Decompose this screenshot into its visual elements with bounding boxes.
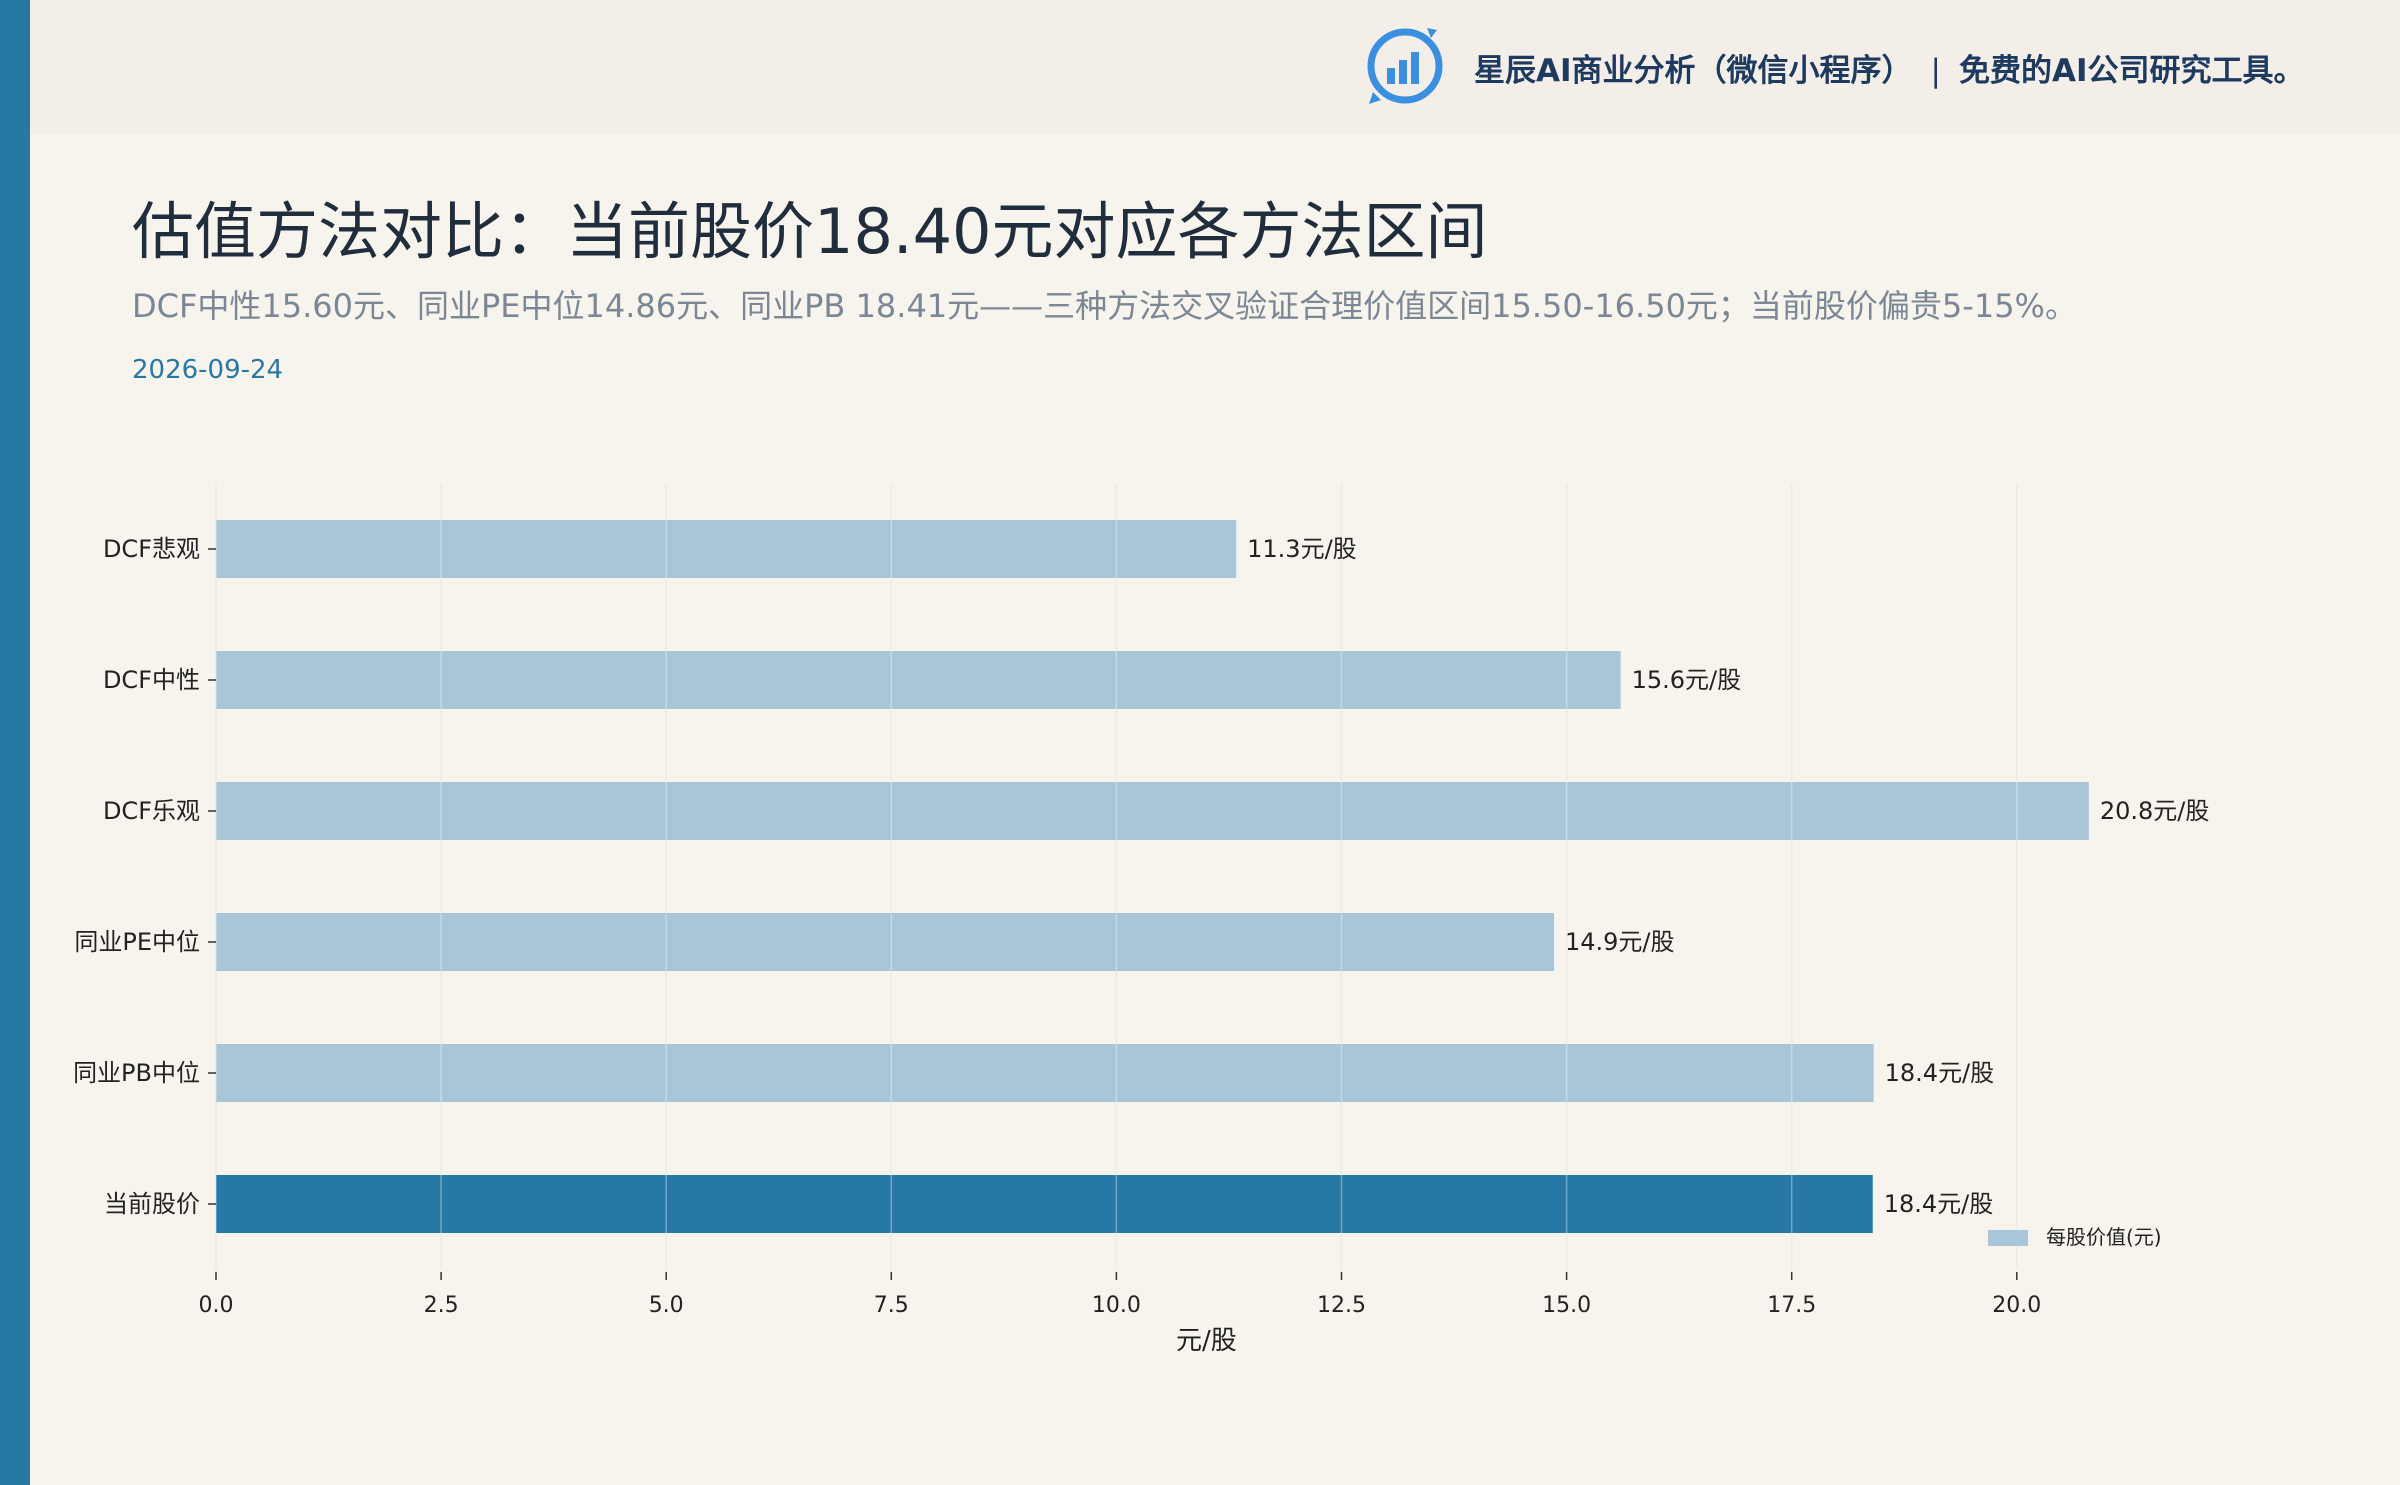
x-tick-label: 12.5 (1317, 1293, 1366, 1318)
value-label: 11.3元/股 (1247, 535, 1357, 563)
x-axis-title: 元/股 (1176, 1326, 1237, 1356)
header-banner (30, 0, 2400, 134)
bar (216, 1175, 1873, 1233)
x-tick-label: 7.5 (874, 1293, 909, 1318)
grid-lines-overlay (215, 484, 2018, 1270)
bar (216, 782, 2089, 840)
value-labels: 11.3元/股 15.6元/股 20.8元/股 14.9元/股 18.4元/股 18.4元… (1247, 535, 2209, 1218)
category-label: 同业PE中位 (74, 928, 200, 956)
category-label: DCF悲观 (103, 535, 200, 563)
legend: 每股价值(元) (1988, 1225, 2162, 1249)
grid-lines (215, 484, 2018, 1270)
brand-separator: | (1930, 53, 1941, 89)
x-tick-label: 17.5 (1767, 1293, 1816, 1318)
category-label: DCF乐观 (103, 797, 200, 825)
report-date: 2026-09-24 (132, 355, 284, 385)
chart-subtitle: DCF中性15.60元、同业PE中位14.86元、同业PB 18.41元——三种… (132, 287, 2077, 325)
bar (216, 913, 1554, 971)
bar-chart-logo-icon (1367, 28, 1443, 104)
value-label: 14.9元/股 (1565, 928, 1675, 956)
x-tick-label: 10.0 (1092, 1293, 1141, 1318)
brand-name: 星辰AI商业分析（微信小程序） (1474, 53, 1913, 89)
bar (216, 1044, 1874, 1102)
x-tick-label: 0.0 (199, 1293, 234, 1318)
value-label: 18.4元/股 (1885, 1059, 1995, 1087)
legend-swatch (1988, 1230, 2028, 1246)
value-label: 20.8元/股 (2100, 797, 2210, 825)
legend-label: 每股价值(元) (2046, 1225, 2162, 1249)
brand-tagline: 免费的AI公司研究工具。 (1958, 53, 2305, 89)
x-tick-labels: 0.0 2.5 5.0 7.5 10.0 12.5 15.0 17.5 20.0 (199, 1272, 2041, 1318)
chart-title: 估值方法对比：当前股价18.40元对应各方法区间 (132, 195, 1488, 268)
x-tick-label: 20.0 (1992, 1293, 2041, 1318)
left-accent-bar (0, 0, 30, 1485)
x-tick-label: 15.0 (1542, 1293, 1591, 1318)
bar (216, 520, 1237, 578)
category-label: DCF中性 (103, 666, 200, 694)
x-tick-label: 5.0 (649, 1293, 684, 1318)
x-tick-label: 2.5 (424, 1293, 459, 1318)
value-label: 15.6元/股 (1632, 666, 1742, 694)
category-label: 当前股价 (104, 1190, 200, 1218)
bars (216, 520, 2089, 1233)
brand-text: 星辰AI商业分析（微信小程序） | 免费的AI公司研究工具。 (1474, 48, 2305, 94)
bar (216, 651, 1621, 709)
value-label: 18.4元/股 (1884, 1190, 1994, 1218)
category-label: 同业PB中位 (73, 1059, 200, 1087)
